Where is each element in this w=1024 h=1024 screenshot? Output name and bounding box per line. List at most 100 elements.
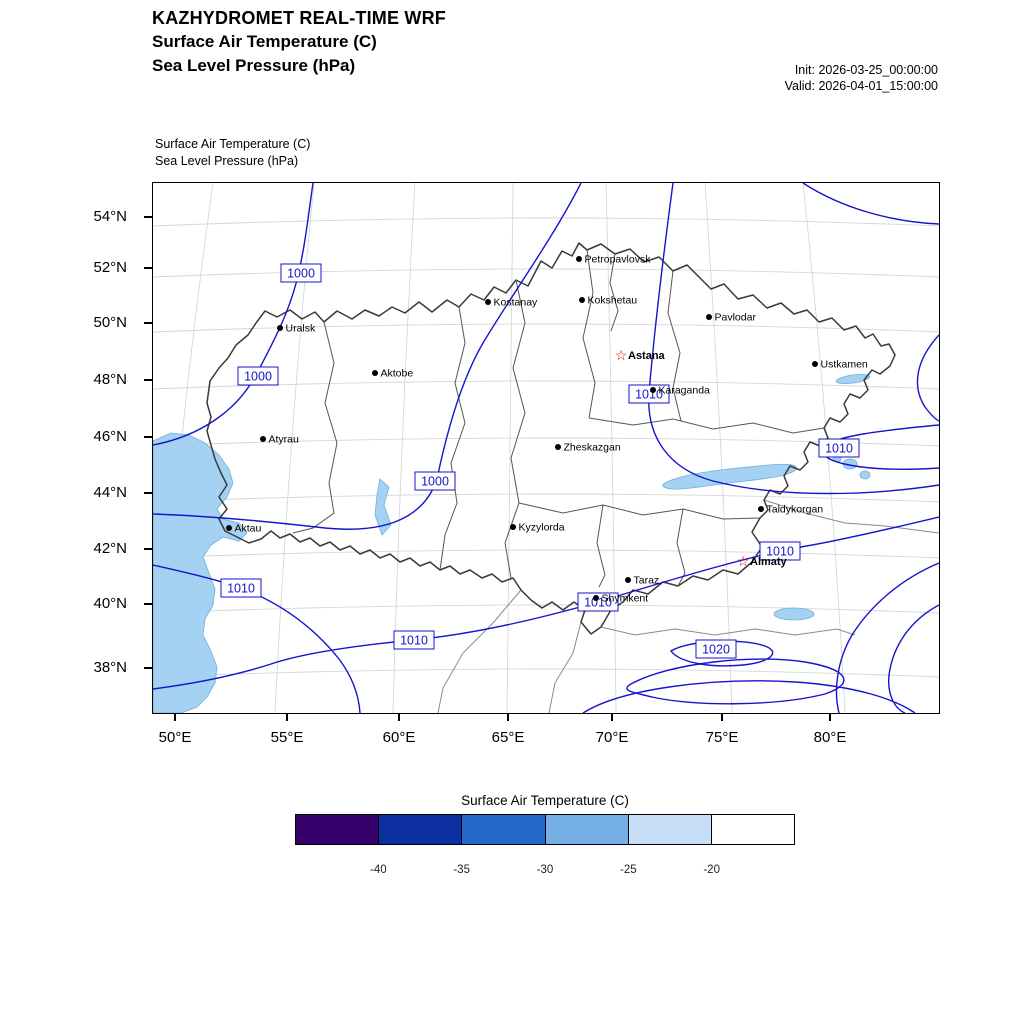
city-dot-icon xyxy=(812,361,818,367)
city-marker: Kokshetau xyxy=(579,295,637,307)
pressure-label-box xyxy=(237,366,279,386)
legend-tick-label: -20 xyxy=(703,864,720,876)
lat-tick xyxy=(144,436,152,438)
city-dot-icon xyxy=(593,595,599,601)
lon-axis-label: 70°E xyxy=(595,729,629,746)
city-label: Atyrau xyxy=(269,434,300,446)
lon-axis-label: 55°E xyxy=(270,729,304,746)
city-marker: Karaganda xyxy=(650,385,710,397)
city-dot-icon xyxy=(260,436,266,442)
city-marker: Shymkent xyxy=(593,593,648,605)
city-dot-icon xyxy=(510,524,516,530)
legend-tick-label: -25 xyxy=(620,864,637,876)
pressure-value: 1010 xyxy=(766,545,794,559)
city-marker: Pavlodar xyxy=(706,312,756,324)
city-dot-icon xyxy=(625,577,631,583)
pressure-value: 1000 xyxy=(244,370,272,384)
capital-star-icon: ☆ xyxy=(737,553,750,569)
temperature-colorbar xyxy=(295,814,795,845)
pressure-label-box xyxy=(280,263,322,283)
lon-tick xyxy=(611,713,613,721)
lat-tick xyxy=(144,667,152,669)
lat-axis-label: 48°N xyxy=(93,371,127,388)
city-label: Petropavlovsk xyxy=(585,254,652,266)
city-dot-icon xyxy=(485,299,491,305)
lat-axis-label: 42°N xyxy=(93,540,127,557)
lat-axis-label: 50°N xyxy=(93,314,127,331)
lat-tick xyxy=(144,492,152,494)
country-border xyxy=(206,242,896,635)
lat-tick xyxy=(144,379,152,381)
lon-tick xyxy=(398,713,400,721)
city-marker: Taraz xyxy=(625,575,659,587)
city-marker: Aktau xyxy=(226,523,262,535)
lake-balkhash xyxy=(662,463,797,490)
pressure-value: 1010 xyxy=(635,388,663,402)
pressure-value: 1010 xyxy=(825,442,853,456)
pressure-contour-label: 1010 xyxy=(628,384,670,404)
pressure-value: 1010 xyxy=(400,634,428,648)
pressure-label-box xyxy=(759,541,801,561)
city-marker: Ustkamen xyxy=(812,359,868,371)
lon-tick xyxy=(174,713,176,721)
city-label: Kyzylorda xyxy=(519,522,565,534)
legend-color-cell xyxy=(711,815,795,844)
lon-axis-label: 65°E xyxy=(491,729,525,746)
pressure-label-box xyxy=(414,471,456,491)
lon-axis-label: 60°E xyxy=(382,729,416,746)
city-dot-icon xyxy=(650,387,656,393)
city-label: Shymkent xyxy=(602,593,649,605)
city-marker: Kostanay xyxy=(485,297,538,309)
pressure-contour-label: 1000 xyxy=(280,263,322,283)
city-label: Karaganda xyxy=(659,385,711,397)
lake-zaysan xyxy=(835,373,871,385)
pressure-label-box xyxy=(695,639,737,659)
caspian-sea xyxy=(153,432,248,713)
pressure-contour-label: 1020 xyxy=(695,639,737,659)
lon-axis-label: 50°E xyxy=(158,729,192,746)
legend-color-cell xyxy=(462,815,546,844)
city-label: Kokshetau xyxy=(588,295,638,307)
city-dot-icon xyxy=(277,325,283,331)
legend-color-cell xyxy=(296,815,380,844)
water-bodies xyxy=(153,373,871,713)
pressure-label-box xyxy=(818,438,860,458)
city-label: Aktau xyxy=(235,523,262,535)
lon-tick xyxy=(507,713,509,721)
legend-tick-label: -40 xyxy=(370,864,387,876)
pressure-value: 1000 xyxy=(287,267,315,281)
lat-axis-label: 38°N xyxy=(93,659,127,676)
pressure-contour-label: 1010 xyxy=(393,630,435,650)
lat-tick xyxy=(144,216,152,218)
city-dot-icon xyxy=(706,314,712,320)
lat-tick xyxy=(144,548,152,550)
city-dot-icon xyxy=(555,444,561,450)
lat-tick xyxy=(144,322,152,324)
city-label: Taraz xyxy=(634,575,660,587)
aral-sea xyxy=(374,478,392,536)
lake-alakol-south xyxy=(859,470,871,480)
map-field-label-temperature: Surface Air Temperature (C) xyxy=(155,137,311,151)
region-borders xyxy=(292,249,825,588)
lon-tick xyxy=(829,713,831,721)
city-label: Astana xyxy=(628,350,666,362)
legend-color-cell xyxy=(379,815,463,844)
cities-layer: Petropavlovsk Kostanay Kokshetau Pavlodar Ur… xyxy=(226,254,868,605)
pressure-value: 1000 xyxy=(421,475,449,489)
lon-tick xyxy=(721,713,723,721)
capital-city-marker: ☆ Astana xyxy=(615,347,666,363)
lat-axis-label: 54°N xyxy=(93,208,127,225)
kazakhstan-map: 1000 1000 1010 1010 1000 1010 1010 1010 1010 1020… xyxy=(153,183,939,713)
lat-axis-label: 40°N xyxy=(93,595,127,612)
pressure-value: 1010 xyxy=(227,582,255,596)
title-pressure-line: Sea Level Pressure (hPa) xyxy=(152,56,356,75)
capital-city-marker: ☆ Almaty xyxy=(737,553,788,569)
city-marker: Zheskazgan xyxy=(555,442,621,454)
neighbor-borders xyxy=(437,499,939,713)
pressure-value: 1010 xyxy=(584,596,612,610)
legend-tick-label: -30 xyxy=(536,864,554,876)
title-temperature-line: Surface Air Temperature (C) xyxy=(152,32,377,51)
lon-axis-label: 80°E xyxy=(813,729,847,746)
lat-axis-label: 46°N xyxy=(93,428,127,445)
city-label: Kostanay xyxy=(494,297,539,309)
